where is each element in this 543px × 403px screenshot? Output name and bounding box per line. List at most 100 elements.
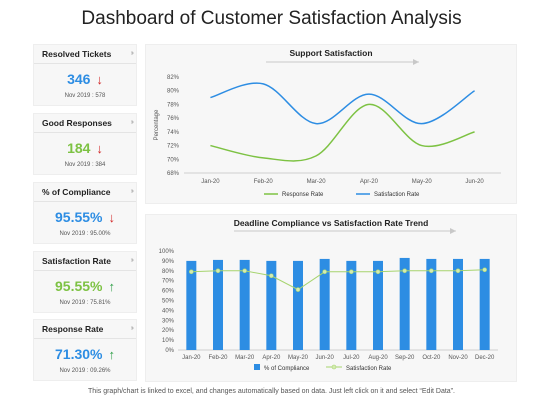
legend-marker (331, 364, 337, 370)
kpi-value: 184 ↓ (67, 140, 103, 156)
kpi-previous: Nov 2019 : 578 (64, 93, 106, 99)
kpi-label-text: Satisfaction Rate (42, 256, 111, 266)
kpi-label: Good Responses ›››› (34, 114, 136, 133)
series-line (210, 103, 475, 162)
footer-note: This graph/chart is linked to excel, and… (88, 388, 455, 395)
kpi-label-text: Response Rate (42, 324, 104, 334)
x-tick-label: May-20 (412, 179, 433, 185)
kpi-value: 95.55% ↓ (55, 209, 115, 225)
kpi-previous: Nov 2019 : 95.00% (59, 231, 111, 237)
bar (239, 259, 250, 350)
y-tick-label: 100% (159, 249, 175, 255)
bar (479, 258, 490, 350)
bar (293, 260, 303, 350)
y-tick-label: 20% (162, 328, 175, 334)
chevron-right-icon: ›››› (130, 119, 135, 126)
line-point (429, 268, 434, 274)
bar (373, 260, 383, 350)
x-tick-label: Nov-20 (448, 355, 468, 361)
line-point (295, 287, 301, 292)
x-tick-label: Jan-20 (182, 355, 201, 361)
y-tick-label: 76% (167, 116, 180, 122)
compliance-trend-title: Deadline Compliance vs Satisfaction Rate… (233, 218, 429, 228)
page-title: Dashboard of Customer Satisfaction Analy… (81, 8, 462, 29)
legend-label: Satisfaction Rate (374, 192, 420, 198)
kpi-previous: Nov 2019 : 75.81% (59, 300, 111, 306)
y-tick-label: 30% (162, 318, 175, 324)
line-point (242, 268, 247, 274)
chevron-right-icon: ›››› (130, 188, 135, 195)
arrow-up-icon: ↑ (108, 347, 115, 362)
bar (346, 260, 357, 350)
arrow-right-icon (450, 228, 456, 234)
arrow-right-icon (413, 59, 419, 65)
chevron-right-icon: ›››› (130, 325, 135, 332)
y-tick-label: 80% (162, 269, 175, 275)
y-tick-label: 10% (162, 338, 175, 344)
kpi-label-text: Resolved Tickets (42, 49, 112, 59)
x-tick-label: Apr-20 (262, 355, 281, 361)
kpi-previous: Nov 2019 : 09.26% (59, 368, 111, 374)
kpi-card-resolved-tickets: Resolved Tickets ›››› 346 ↓ Nov 2019 : 578 (33, 44, 137, 106)
y-tick-label: 70% (162, 279, 175, 285)
line-point (375, 269, 381, 275)
line-point (349, 269, 354, 275)
x-tick-label: Feb-20 (208, 355, 228, 361)
line-point (322, 269, 327, 275)
bar (213, 259, 223, 350)
bar (186, 260, 197, 350)
arrow-down-icon: ↓ (96, 72, 103, 87)
y-tick-label: 68% (167, 171, 180, 177)
x-tick-label: Oct-20 (422, 355, 441, 361)
x-tick-label: Jan-20 (201, 179, 220, 185)
arrow-down-icon: ↓ (108, 210, 115, 225)
compliance-trend-chart: 0% 10% 20% 30% 40% 50% 60% 70% 80% 90% 100% Jan-20 F… (159, 228, 498, 372)
y-tick-label: 40% (162, 308, 175, 314)
y-tick-label: 0% (165, 348, 174, 354)
chevron-right-icon: ›››› (130, 257, 135, 264)
kpi-card-response-rate: Response Rate ›››› 71.30% ↑ Nov 2019 : 09.26… (33, 319, 137, 381)
legend-label: Response Rate (282, 192, 324, 198)
legend-swatch (254, 364, 260, 370)
legend-label: Satisfaction Rate (346, 366, 392, 372)
line-point (402, 268, 407, 274)
x-tick-label: Mar-20 (235, 355, 255, 361)
y-tick-label: 70% (167, 157, 180, 163)
support-satisfaction-title: Support Satisfaction (289, 48, 373, 58)
kpi-label: Response Rate ›››› (34, 320, 136, 339)
bar (399, 257, 410, 350)
y-axis-label: Percentage (154, 109, 160, 140)
y-tick-label: 50% (162, 299, 175, 305)
line-point (189, 269, 194, 275)
legend-label: % of Compliance (264, 366, 310, 372)
x-tick-label: Mar-20 (307, 179, 327, 185)
line-point (455, 268, 461, 274)
kpi-card-satisfaction-rate: Satisfaction Rate ›››› 95.55% ↑ Nov 2019 : 7… (33, 251, 137, 313)
kpi-label-text: Good Responses (42, 118, 112, 128)
arrow-up-icon: ↑ (108, 279, 115, 294)
x-tick-label: Dec-20 (475, 355, 495, 361)
x-tick-label: Jul-20 (343, 355, 360, 361)
x-tick-label: Jun-20 (315, 355, 334, 361)
x-tick-label: Apr-20 (360, 179, 379, 185)
line-point (215, 268, 221, 274)
x-tick-label: May-20 (288, 355, 309, 361)
y-tick-label: 60% (162, 289, 175, 295)
series-line (210, 82, 475, 125)
compliance-trend-panel: Deadline Compliance vs Satisfaction Rate… (145, 214, 517, 382)
bar (426, 258, 437, 350)
series-line (191, 269, 485, 291)
line-point (269, 273, 274, 279)
chevron-right-icon: ›››› (130, 50, 135, 57)
bar (319, 258, 330, 350)
line-point (482, 267, 487, 273)
x-tick-label: Feb-20 (254, 179, 274, 185)
kpi-card-compliance: % of Compliance ›››› 95.55% ↓ Nov 2019 : 95.… (33, 182, 137, 244)
y-tick-label: 80% (167, 89, 180, 95)
kpi-card-good-responses: Good Responses ›››› 184 ↓ Nov 2019 : 384 (33, 113, 137, 175)
x-tick-label: Jun-20 (465, 179, 484, 185)
x-tick-label: Aug-20 (368, 355, 388, 361)
kpi-label: Satisfaction Rate ›››› (34, 252, 136, 271)
y-tick-label: 78% (167, 102, 180, 108)
bar (453, 258, 463, 350)
